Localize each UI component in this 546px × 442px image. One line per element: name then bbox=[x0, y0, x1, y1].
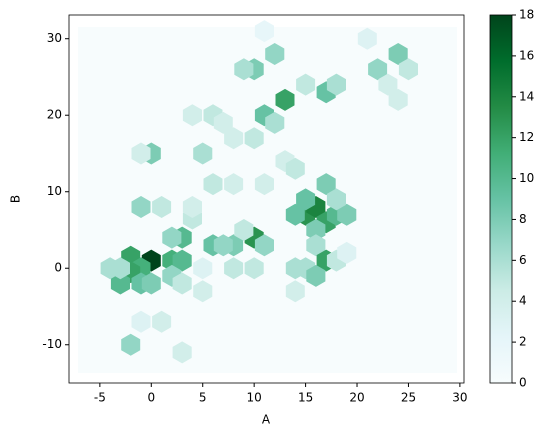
hex-cell bbox=[152, 196, 172, 218]
hex-cell bbox=[337, 203, 357, 226]
x-tick-label: 20 bbox=[349, 391, 364, 405]
hex-cell bbox=[110, 272, 130, 295]
hex-cell bbox=[224, 127, 244, 150]
hex-cell bbox=[306, 219, 326, 241]
x-tick-label: 25 bbox=[401, 391, 416, 405]
y-tick-label: 20 bbox=[47, 108, 62, 122]
colorbar-tick-label: 2 bbox=[519, 335, 527, 349]
colorbar-tick-label: 4 bbox=[519, 294, 527, 308]
hex-cell bbox=[203, 173, 223, 196]
hex-cell bbox=[110, 257, 130, 280]
plot-frame bbox=[68, 14, 465, 384]
hex-cell bbox=[296, 73, 316, 96]
hex-cell bbox=[244, 257, 264, 280]
hex-cell bbox=[141, 272, 161, 295]
x-tick-label: 0 bbox=[147, 391, 155, 405]
colorbar-tick-label: 6 bbox=[519, 253, 527, 267]
hex-cell bbox=[254, 20, 274, 43]
x-tick-label: 15 bbox=[298, 391, 313, 405]
y-tick-label: 30 bbox=[47, 31, 62, 45]
hex-cell bbox=[182, 196, 202, 218]
hex-cell bbox=[162, 226, 182, 249]
hex-cell bbox=[285, 257, 305, 280]
hex-cell bbox=[265, 43, 285, 65]
hex-cell bbox=[131, 310, 151, 333]
hex-cell bbox=[388, 43, 408, 65]
colorbar-tick-label: 16 bbox=[519, 48, 534, 62]
hex-cell bbox=[357, 27, 377, 50]
hex-cell bbox=[296, 188, 316, 211]
x-tick-label: -5 bbox=[94, 391, 106, 405]
hex-cell bbox=[172, 272, 192, 295]
x-tick-label: 10 bbox=[247, 391, 262, 405]
hex-cell bbox=[234, 58, 254, 81]
colorbar-tick-label: 0 bbox=[519, 376, 527, 390]
hex-cell bbox=[193, 280, 213, 303]
x-tick-label: 30 bbox=[452, 391, 467, 405]
hex-cell bbox=[285, 157, 305, 180]
hex-cell bbox=[285, 280, 305, 303]
hex-cell bbox=[326, 188, 346, 211]
hex-cell bbox=[172, 341, 192, 364]
hex-cell bbox=[121, 333, 141, 356]
y-tick-label: 0 bbox=[54, 261, 62, 275]
hex-cell bbox=[398, 58, 418, 81]
hex-cell bbox=[131, 142, 151, 165]
hex-cell bbox=[193, 257, 213, 280]
hex-cell bbox=[254, 234, 274, 257]
x-tick-label: 5 bbox=[199, 391, 207, 405]
hex-cell bbox=[224, 173, 244, 196]
hex-cell bbox=[182, 104, 202, 127]
hex-cell bbox=[213, 234, 233, 257]
colorbar bbox=[489, 14, 513, 384]
hex-cell bbox=[131, 196, 151, 218]
hex-cell bbox=[306, 264, 326, 287]
hex-cell bbox=[378, 73, 398, 96]
hex-cell bbox=[337, 241, 357, 264]
colorbar-tick-label: 12 bbox=[519, 130, 534, 144]
hex-cell bbox=[326, 73, 346, 96]
hex-cell bbox=[316, 173, 336, 196]
hex-cell bbox=[368, 58, 388, 81]
y-axis-label: B bbox=[9, 195, 23, 203]
hex-cell bbox=[388, 88, 408, 111]
hex-cell bbox=[152, 310, 172, 333]
x-axis-label: A bbox=[262, 413, 271, 427]
hex-cell bbox=[254, 173, 274, 196]
hex-cell bbox=[213, 111, 233, 134]
hex-cell bbox=[265, 111, 285, 134]
y-tick-label: -10 bbox=[42, 337, 62, 351]
hex-cell bbox=[244, 127, 264, 150]
colorbar-tick-label: 14 bbox=[519, 89, 534, 103]
colorbar-tick-label: 18 bbox=[519, 8, 534, 22]
hex-cell bbox=[172, 249, 192, 272]
hex-cell bbox=[275, 88, 295, 111]
colorbar-tick-label: 10 bbox=[519, 171, 534, 185]
hex-cell bbox=[234, 219, 254, 241]
hex-cell bbox=[193, 142, 213, 165]
hex-cell bbox=[306, 234, 326, 257]
y-tick-label: 10 bbox=[47, 184, 62, 198]
hex-cell bbox=[224, 257, 244, 280]
hex-cell bbox=[285, 203, 305, 226]
colorbar-tick-label: 8 bbox=[519, 212, 527, 226]
